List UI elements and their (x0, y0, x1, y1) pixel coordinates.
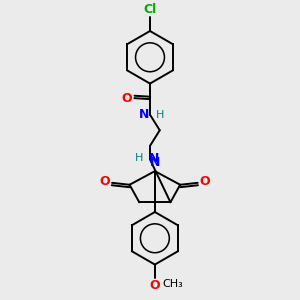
Text: N: N (149, 152, 159, 165)
Text: N: N (139, 108, 149, 121)
Text: O: O (150, 279, 160, 292)
Text: H: H (156, 110, 164, 120)
Text: H: H (135, 154, 143, 164)
Text: O: O (122, 92, 133, 105)
Text: N: N (150, 156, 160, 169)
Text: CH₃: CH₃ (163, 279, 183, 289)
Text: O: O (100, 175, 110, 188)
Text: O: O (200, 175, 210, 188)
Text: Cl: Cl (143, 3, 157, 16)
